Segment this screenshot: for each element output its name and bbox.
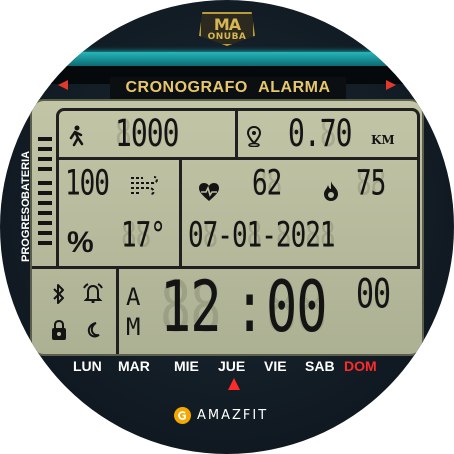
walking-person-icon [69,125,84,147]
day-fri: VIE [264,358,287,374]
ladder-bar [38,137,52,141]
day-mon: LUN [73,358,102,374]
calories-ghost: 88 [356,163,386,204]
am-pm-bottom: M [126,313,141,341]
battery-ghost: 188 [65,163,110,204]
day-thu: JUE [218,358,246,374]
lcd-display: 8888 1000 8.88 0.70 KM 188 100 % 88 17° [30,99,424,356]
day-sat: SAB [305,358,335,374]
teal-accent-bar [46,52,408,66]
temperature-value: 17° [121,215,166,256]
day-sun: DOM [344,358,377,374]
flame-icon [324,181,338,201]
brand-name: AMAZFIT [197,407,269,423]
ladder-bar [38,211,52,215]
day-wed: MIE [174,358,199,374]
heart-rate-value: 62 [252,163,282,204]
ladder-bar [38,191,52,195]
ladder-bar [38,157,52,161]
distance-value: 0.70 [288,110,352,156]
heart-ghost: 88 [252,163,282,204]
function-title: CRONOGRAFO ALARMA [110,77,346,99]
battery-unit: % [67,226,94,259]
temperature-ghost: 88 [121,215,151,256]
date-value: 07-01-2021 [188,215,336,256]
seconds-ghost: 88 [356,270,391,319]
brand-logo: MA ONUBA [199,12,255,46]
distance-cell[interactable]: 8.88 0.70 KM [235,108,420,160]
distance-unit: KM [371,133,395,147]
wind-icon [131,176,158,196]
date-ghost: 88-88-8888 [188,215,336,256]
time-colon: : [234,267,265,349]
am-pm-top: A [126,283,141,311]
steps-value: 1000 [115,110,179,156]
minutes-value: 00 [266,267,328,349]
calories-value: 75 [356,163,386,204]
heart-icon [199,183,219,201]
ladder-bar [38,231,52,235]
logo-bottom-text: ONUBA [207,31,247,42]
brand-footer: AMAZFIT [174,405,268,425]
steps-ghost: 8888 [115,110,179,156]
ladder-bar [38,147,52,151]
hours-value: 12 [160,267,222,349]
distance-ghost: 8.88 [288,110,352,156]
alarm-bell-icon[interactable] [82,283,104,303]
steps-cell[interactable]: 8888 1000 [56,108,238,160]
current-day-marker [228,378,240,390]
seconds-value: 00 [356,270,391,319]
hours-ghost: 88 [160,267,222,349]
time-cell[interactable]: A M 88 12 : 88 00 88 00 [116,266,420,354]
battery-value: 100 [65,163,110,204]
status-cell [32,266,119,354]
logo-top-text: MA [213,14,241,34]
ladder-bar [38,221,52,225]
left-arrow-icon[interactable] [58,80,68,90]
ladder-bar [38,241,52,245]
health-date-cell[interactable]: 88 62 88 75 88-88-8888 07-01-2021 [179,157,420,269]
right-arrow-icon[interactable] [386,80,396,90]
ladder-bar [38,201,52,205]
amazfit-logo-icon [174,406,191,424]
location-pin-icon [246,125,262,147]
minutes-ghost: 88 [266,267,328,349]
ladder-bar [38,181,52,185]
bluetooth-icon[interactable] [52,283,66,305]
battery-weather-cell[interactable]: 188 100 % 88 17° [56,157,182,269]
lock-icon[interactable] [50,319,68,341]
day-tue: MAR [118,358,150,374]
moon-icon[interactable] [84,321,102,339]
ladder-bar [38,167,52,171]
